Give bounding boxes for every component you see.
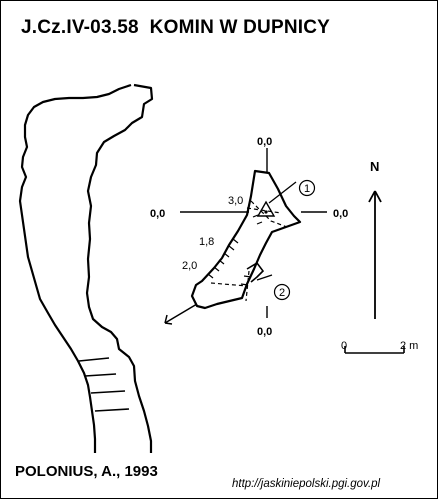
author-credit: POLONIUS, A., 1993 <box>15 463 158 480</box>
cave-passage-outline <box>190 169 302 310</box>
north-arrow <box>368 190 382 319</box>
source-url[interactable]: http://jaskiniepolski.pgi.gov.pl <box>232 478 381 490</box>
scale-end-label: 2 m <box>400 340 418 352</box>
wall-hatching <box>78 357 130 412</box>
section-2-label: 2 <box>279 287 285 299</box>
survey-station-triangle <box>256 200 276 217</box>
side-niche <box>246 261 265 283</box>
entrance-arrow <box>164 303 198 325</box>
level-left-label: 0,0 <box>150 208 165 220</box>
reference-cross <box>180 148 327 318</box>
depth-label-1-8: 1,8 <box>199 236 214 248</box>
scale-start-label: 0 <box>341 340 347 352</box>
passage-dashed-lines <box>210 200 288 302</box>
passage-wall-ticks <box>207 214 263 286</box>
scale-bar <box>344 346 405 354</box>
section-2-line <box>256 274 273 281</box>
survey-station-dot <box>264 210 268 214</box>
level-top-label: 0,0 <box>257 136 272 148</box>
section-1-line <box>268 181 297 204</box>
map-title: J.Cz.IV-03.58 KOMIN W DUPNICY <box>21 17 331 38</box>
level-bottom-label: 0,0 <box>257 326 272 338</box>
rock-wall-outline <box>18 83 154 453</box>
north-label: N <box>370 159 379 174</box>
section-1-label: 1 <box>304 183 310 195</box>
section-1-circle <box>298 179 316 197</box>
level-right-label: 0,0 <box>333 208 348 220</box>
depth-label-2-0: 2,0 <box>182 260 197 272</box>
section-2-circle <box>273 283 291 301</box>
depth-label-3-0: 3,0 <box>228 195 243 207</box>
